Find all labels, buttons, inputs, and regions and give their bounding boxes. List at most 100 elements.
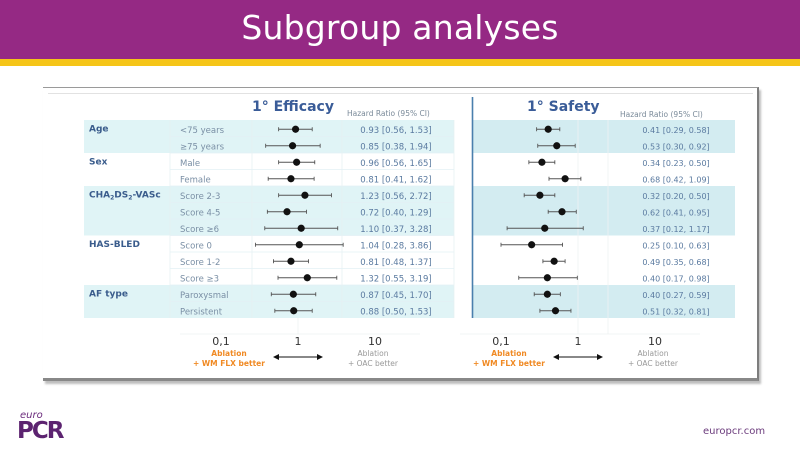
row-shade-efficacy [84, 301, 454, 318]
subgroup-label: Score ≥3 [180, 274, 219, 284]
hr-point [289, 290, 297, 298]
x-tick-label: 1 [295, 335, 302, 348]
hr-point [303, 274, 311, 282]
hr-value: 0.88 [0.50, 1.53] [360, 307, 432, 317]
row-shade-safety [473, 219, 735, 236]
hr-value: 0.34 [0.23, 0.50] [642, 159, 709, 168]
hr-value: 0.81 [0.48, 1.37] [360, 258, 432, 268]
right-note-line2: + OAC better [628, 359, 679, 368]
hr-value: 1.32 [0.55, 3.19] [360, 274, 432, 284]
arrow-right-icon [317, 354, 323, 360]
subgroup-label: <75 years [180, 126, 225, 136]
group-label-part: 2 [128, 195, 132, 202]
arrow-left-icon [273, 354, 279, 360]
hr-value: 0.72 [0.40, 1.29] [360, 208, 432, 218]
subgroup-label: Score 2-3 [180, 192, 220, 202]
hr-point [283, 208, 291, 216]
hr-value: 0.81 [0.41, 1.62] [360, 175, 432, 185]
hr-value: 0.96 [0.56, 1.65] [360, 159, 432, 169]
group-label-part: CHA [89, 191, 110, 201]
hr-point [544, 125, 552, 133]
hr-point [290, 307, 298, 315]
hr-point [543, 274, 551, 282]
row-shade-efficacy [84, 186, 454, 203]
hr-value: 0.41 [0.29, 0.58] [642, 126, 709, 135]
hr-point [287, 175, 295, 183]
x-tick-label: 1 [575, 335, 582, 348]
hr-value: 1.23 [0.56, 2.72] [360, 192, 432, 202]
hr-value: 0.87 [0.45, 1.70] [360, 291, 432, 301]
subgroup-label: Persistent [180, 307, 223, 317]
hr-point [550, 257, 558, 265]
hr-value: 0.32 [0.20, 0.50] [642, 192, 709, 201]
row-shade-efficacy [84, 285, 454, 302]
logo-pcr-text: PCR [17, 418, 64, 444]
hr-point [541, 224, 549, 232]
hr-value: 0.93 [0.56, 1.53] [360, 126, 432, 136]
subgroup-label: Score 4-5 [180, 208, 220, 218]
hr-point [287, 257, 295, 265]
left-note-line1: Ablation [211, 349, 246, 358]
row-shade-safety [473, 136, 735, 153]
slide-title: Subgroup analyses [241, 8, 559, 47]
subgroup-label: Female [180, 175, 211, 185]
left-note-line2: + WM FLX better [473, 359, 545, 368]
efficacy-hr-header: Hazard Ratio (95% CI) [347, 109, 430, 118]
group-label: Sex [89, 158, 108, 168]
hr-point [543, 290, 551, 298]
row-shade-efficacy [84, 136, 454, 153]
hr-point [301, 191, 309, 199]
group-label: HAS-BLED [89, 240, 140, 250]
hr-value: 1.10 [0.37, 3.28] [360, 225, 432, 235]
hr-point [528, 241, 536, 249]
right-note-line1: Ablation [638, 349, 669, 358]
x-tick-label: 10 [648, 335, 662, 348]
hr-value: 0.37 [0.12, 1.17] [642, 225, 709, 234]
hr-point [291, 125, 300, 133]
hr-value: 0.53 [0.30, 0.92] [642, 142, 709, 151]
safety-title: 1° Safety [527, 99, 600, 115]
hr-value: 0.49 [0.35, 0.68] [642, 258, 709, 267]
slide-header [0, 0, 800, 59]
x-tick-label: 0,1 [212, 335, 230, 348]
right-note-line2: + OAC better [348, 359, 399, 368]
hr-point [538, 158, 546, 166]
website-url: europcr.com [703, 426, 766, 437]
hr-point [561, 175, 569, 183]
subgroup-label: ≥75 years [180, 142, 225, 152]
subgroup-label: Score 0 [180, 241, 212, 251]
subgroup-label: Paroxysmal [180, 291, 229, 301]
row-shade-safety [473, 202, 735, 219]
left-note-line2: + WM FLX better [193, 359, 265, 368]
group-label-part: 2 [110, 195, 114, 202]
group-label: Age [89, 125, 109, 135]
arrow-left-icon [553, 354, 559, 360]
group-label: CHA2DS2-VASc [89, 191, 161, 202]
logo-euro-text: euro [20, 410, 43, 421]
group-label-part: -VASc [132, 191, 160, 201]
hr-point [536, 191, 544, 199]
efficacy-title: 1° Efficacy [252, 99, 334, 115]
subgroup-label: Male [180, 159, 200, 169]
subgroup-label: Score 1-2 [180, 258, 220, 268]
x-tick-label: 0,1 [492, 335, 510, 348]
subgroup-label: Score ≥6 [180, 225, 219, 235]
hr-point [297, 224, 305, 232]
row-shade-safety [473, 301, 735, 318]
hr-point [288, 142, 297, 150]
group-label: AF type [89, 290, 128, 300]
hr-value: 0.25 [0.10, 0.63] [642, 241, 709, 250]
hr-point [293, 158, 301, 166]
row-shade-safety [473, 285, 735, 302]
row-shade-efficacy [84, 219, 454, 236]
hr-point [558, 208, 566, 216]
frame-inner-line [48, 93, 753, 94]
hr-value: 0.85 [0.38, 1.94] [360, 142, 432, 152]
left-note-line1: Ablation [491, 349, 526, 358]
hr-point [295, 241, 303, 249]
hr-value: 0.68 [0.42, 1.09] [642, 175, 709, 184]
row-shade-efficacy [84, 202, 454, 219]
x-tick-label: 10 [368, 335, 382, 348]
row-shade-safety [473, 120, 735, 137]
